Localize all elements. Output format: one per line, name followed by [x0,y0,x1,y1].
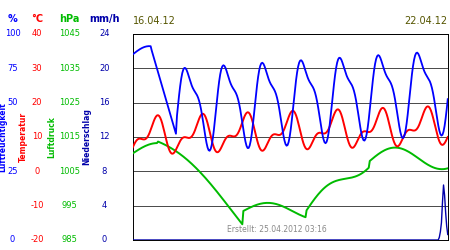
Text: 995: 995 [62,201,77,210]
Text: mm/h: mm/h [89,14,120,24]
Text: 0: 0 [10,236,15,244]
Text: hPa: hPa [59,14,80,24]
Text: 100: 100 [4,29,21,38]
Text: %: % [8,14,18,24]
Text: 985: 985 [62,236,78,244]
Text: 22.04.12: 22.04.12 [405,16,448,26]
Text: Luftfeuchtigkeit: Luftfeuchtigkeit [0,102,7,172]
Text: 1005: 1005 [59,167,80,176]
Text: 30: 30 [32,64,42,72]
Text: 8: 8 [102,167,107,176]
Text: 1025: 1025 [59,98,80,107]
Text: 1015: 1015 [59,132,80,141]
Text: 4: 4 [102,201,107,210]
Text: 1045: 1045 [59,29,80,38]
Text: 16.04.12: 16.04.12 [133,16,176,26]
Text: -20: -20 [30,236,44,244]
Text: -10: -10 [30,201,44,210]
Text: 16: 16 [99,98,110,107]
Text: 10: 10 [32,132,42,141]
Text: Temperatur: Temperatur [19,112,28,162]
Text: °C: °C [31,14,43,24]
Text: 1035: 1035 [59,64,80,72]
Text: 20: 20 [32,98,42,107]
Text: 40: 40 [32,29,42,38]
Text: 0: 0 [34,167,40,176]
Text: 50: 50 [7,98,18,107]
Text: 24: 24 [99,29,110,38]
Text: 25: 25 [7,167,18,176]
Text: 12: 12 [99,132,110,141]
Text: Erstellt: 25.04.2012 03:16: Erstellt: 25.04.2012 03:16 [227,225,327,234]
Text: 20: 20 [99,64,110,72]
Text: Niederschlag: Niederschlag [82,108,91,165]
Text: Luftdruck: Luftdruck [47,116,56,158]
Text: 0: 0 [102,236,107,244]
Text: 75: 75 [7,64,18,72]
